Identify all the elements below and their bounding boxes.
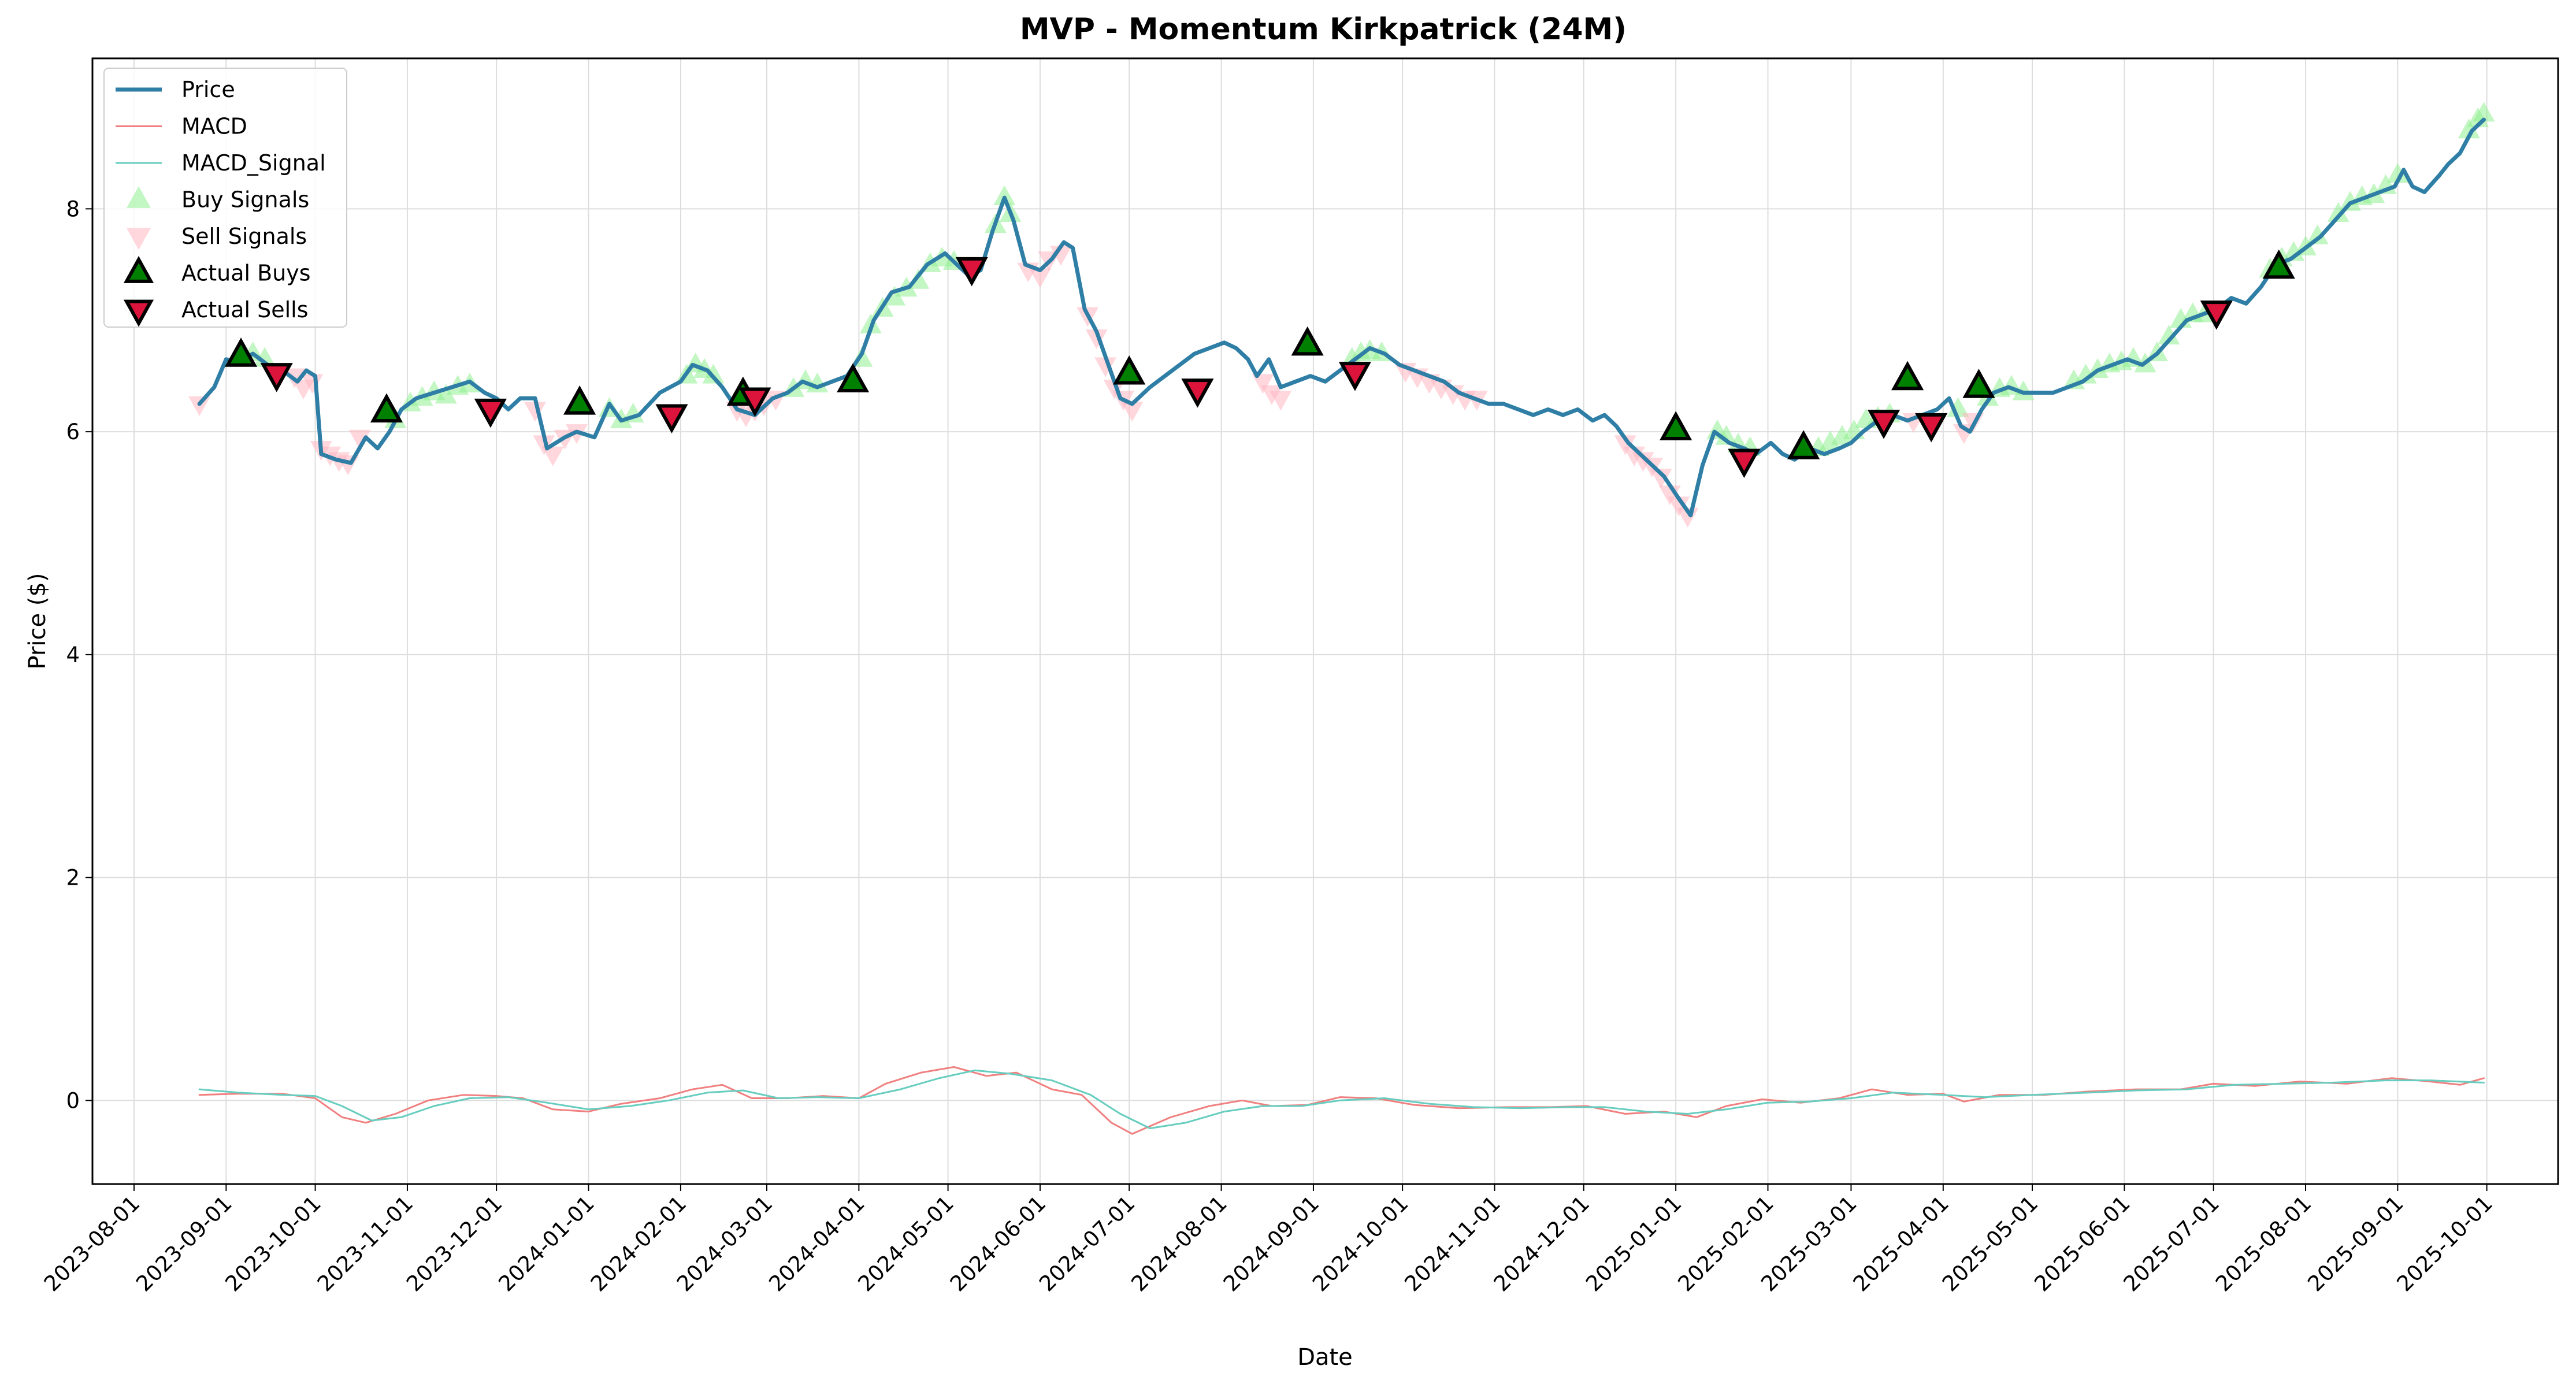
sell-signal-marker <box>524 402 547 422</box>
buy-signal-marker <box>806 372 829 393</box>
y-tick-label: 8 <box>66 196 80 221</box>
plot-frame <box>91 57 2559 1185</box>
legend-label: Actual Sells <box>181 297 309 322</box>
legend-label: Price <box>181 77 235 102</box>
y-tick-label: 2 <box>66 866 80 890</box>
buy-signal-marker <box>1947 397 1969 417</box>
actual-sell-marker <box>955 257 988 287</box>
actual-buy-marker <box>1291 326 1324 356</box>
actual-buy-marker <box>224 337 258 367</box>
sell-signal-marker <box>1260 385 1283 405</box>
y-tick-label: 4 <box>66 643 80 667</box>
actual-buy-marker <box>1787 430 1820 459</box>
actual-sell-marker <box>1915 413 1948 443</box>
legend-label: Actual Buys <box>181 261 311 286</box>
actual-buy-marker <box>370 393 403 423</box>
legend-label: Sell Signals <box>181 224 307 249</box>
sell-signal-marker <box>1094 357 1117 377</box>
sell-signal-marker <box>1650 469 1672 489</box>
buy-signal-marker <box>2473 102 2495 122</box>
buy-signal-marker <box>2327 202 2349 222</box>
buy-signal-marker <box>435 384 457 404</box>
chart-title: MVP - Momentum Kirkpatrick (24M) <box>1020 12 1627 47</box>
actual-sell-marker <box>1181 378 1214 408</box>
y-tick-label: 6 <box>66 420 80 444</box>
buy-signal-marker <box>702 363 725 384</box>
legend-label: MACD <box>181 114 247 139</box>
buy-signal-marker <box>2282 241 2305 261</box>
actual-buy-marker <box>1113 355 1146 385</box>
actual-sell-marker <box>1338 362 1372 391</box>
buy-signal-marker <box>884 285 906 306</box>
actual-buy-marker <box>563 385 596 415</box>
sell-signal-marker <box>188 396 211 417</box>
sell-signal-marker <box>541 446 564 466</box>
buy-signal-marker <box>2306 224 2329 244</box>
x-axis-label: Date <box>1297 1344 1353 1370</box>
legend: Price MACD MACD_Signal Buy Signals Sell Sign… <box>103 68 347 328</box>
y-tick-label: 0 <box>66 1088 80 1113</box>
sell-signal-marker <box>1632 452 1654 472</box>
sell-signal-marker <box>1614 435 1636 455</box>
buy-signal-marker <box>993 185 1016 206</box>
actual-sell-marker <box>260 363 293 392</box>
buy-signal-marker <box>2386 163 2409 183</box>
legend-swatch <box>123 299 154 327</box>
y-axis-label: Price ($) <box>24 573 51 670</box>
sell-signal-marker <box>348 429 371 450</box>
sell-signal-marker <box>1029 268 1051 288</box>
actual-buy-marker <box>1962 369 1995 398</box>
actual-buy-marker <box>2262 249 2295 279</box>
buy-signal-marker <box>2074 363 2097 384</box>
grid-layer <box>92 58 2558 1184</box>
buy-signal-marker <box>2012 380 2035 400</box>
actual-buy-marker <box>1891 361 1924 391</box>
sell-signal-marker <box>1121 402 1144 422</box>
sell-signal-marker <box>565 424 588 444</box>
buy-signal-marker <box>1831 425 1854 445</box>
sell-signal-marker <box>1668 496 1690 517</box>
buy-signal-marker <box>2158 324 2180 345</box>
legend-label: Buy Signals <box>181 187 309 213</box>
actual-sell-marker <box>2200 300 2233 330</box>
buy-signal-marker <box>1715 425 1738 445</box>
legend-swatch <box>127 186 151 208</box>
actual-sell-marker <box>1728 448 1761 478</box>
legend-label: MACD_Signal <box>181 150 326 176</box>
legend-swatch <box>123 255 154 283</box>
legend-box <box>103 68 347 328</box>
sell-signal-marker <box>1085 329 1108 350</box>
actual-buy-marker <box>1660 411 1692 440</box>
plot-layer <box>188 102 2495 1135</box>
actual-sell-marker <box>655 404 688 434</box>
sell-signal-marker <box>533 435 555 455</box>
buy-signal-marker <box>1819 431 1842 451</box>
actual-sell-marker <box>738 387 771 417</box>
actual-sell-marker <box>1867 410 1901 439</box>
sell-signal-marker <box>726 402 748 422</box>
legend-swatch <box>127 228 151 250</box>
sell-signal-marker <box>1270 391 1292 411</box>
actual-buy-marker <box>836 363 870 393</box>
macd-signal-line <box>198 1069 2485 1130</box>
actual-sell-marker <box>474 398 507 428</box>
buy-signal-marker <box>2458 118 2480 139</box>
sell-signal-marker <box>1252 374 1274 394</box>
buy-signal-marker <box>2339 191 2362 211</box>
sell-signal-marker <box>301 374 324 394</box>
buy-signal-marker <box>254 347 276 367</box>
